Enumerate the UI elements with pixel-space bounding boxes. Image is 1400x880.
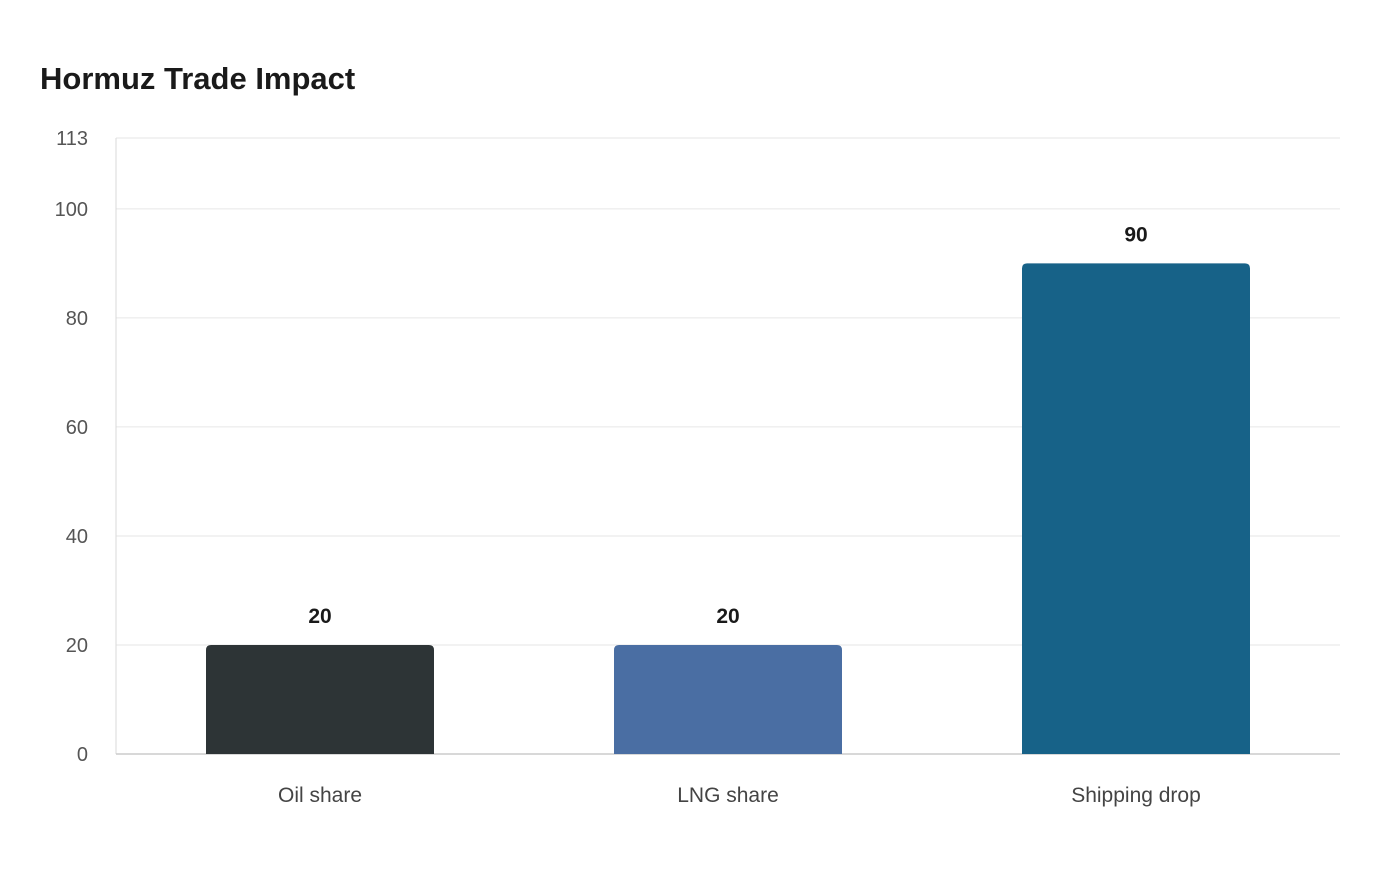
x-tick-label: Oil share	[278, 784, 362, 807]
labels: 0 20 40 60 80 100 113 20 Oil share 20 LNG share 90 S…	[55, 128, 1201, 807]
bars	[206, 263, 1250, 754]
x-tick-label: Shipping drop	[1071, 784, 1201, 807]
y-tick-label: 60	[66, 417, 88, 439]
y-tick-label: 0	[77, 744, 88, 766]
y-tick-label: 80	[66, 308, 88, 330]
chart-title: Hormuz Trade Impact	[40, 61, 356, 96]
bar-lng-share	[614, 644, 842, 754]
y-tick-label: 100	[55, 199, 88, 221]
data-label: 90	[1124, 223, 1147, 246]
bar-oil-share	[206, 644, 434, 754]
y-tick-label: 113	[56, 128, 88, 150]
y-tick-label: 20	[66, 635, 88, 657]
x-tick-label: LNG share	[677, 784, 779, 807]
data-label: 20	[716, 605, 739, 628]
y-tick-label: 40	[66, 526, 88, 548]
bar-shipping-drop	[1022, 263, 1250, 754]
data-label: 20	[308, 605, 331, 628]
